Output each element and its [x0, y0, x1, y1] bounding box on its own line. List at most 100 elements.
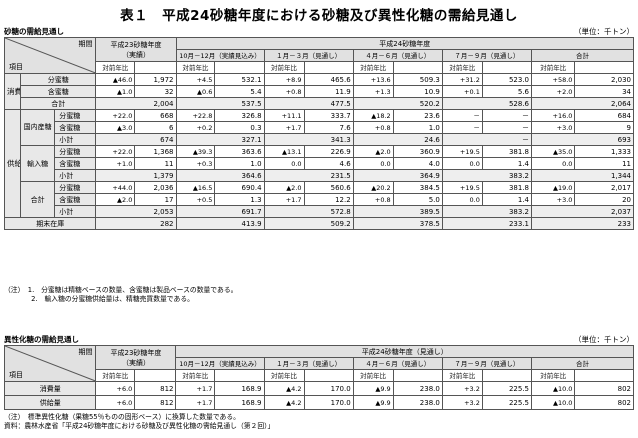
yoy-cell: － [441, 109, 483, 122]
value-cell: 11.9 [303, 85, 354, 98]
yoy-header: 対前年比 [95, 369, 136, 382]
sugar-row-cons-ganmitsu: 含蜜糖 ▲1.0 32 ▲0.6 5.4 +0.8 11.9 +1.3 10.9 +0.… [5, 85, 634, 98]
value-cell: 381.8 [481, 145, 533, 158]
yoy-cell: +58.0 [530, 73, 576, 86]
yoy-cell: +11.1 [263, 109, 305, 122]
value-cell: 381.8 [481, 181, 533, 194]
hfcs-item-label: 項目 [9, 371, 23, 379]
row-label: 分蜜糖 [54, 109, 97, 122]
sugar-row-tot-subtotal: 小計 2,053 691.7 572.8 389.5 383.2 2,037 [5, 205, 634, 218]
yoy-cell: +31.2 [441, 73, 483, 86]
value-cell: － [481, 109, 533, 122]
hfcs-source-note: 資料：農林水産省「平成24砂糖年度における砂糖及び異性化糖の需給見通し（第２回）… [4, 422, 275, 430]
yoy-cell: +0.8 [352, 193, 394, 206]
sugar-note-2: 2. 輸入糖の分蜜糖供給量は、精糖売買数量である。 [4, 295, 194, 303]
yoy-cell: +0.3 [175, 157, 216, 170]
yoy-cell: +3.2 [441, 395, 483, 410]
value-cell: 364.6 [175, 169, 265, 182]
yoy-header: 対前年比 [530, 61, 576, 74]
sugar-row-dom-ganmitsu: 含蜜糖 ▲3.0 6 +0.2 0.3 +1.7 7.6 +0.8 1.0 －－ +3.… [5, 121, 634, 134]
yoy-cell: ▲10.0 [531, 381, 576, 396]
value-cell: － [441, 133, 533, 146]
value-cell: 523.0 [481, 73, 533, 86]
yoy-header: 対前年比 [175, 61, 216, 74]
row-label: 消費量 [3, 381, 97, 396]
row-label: 分蜜糖 [19, 73, 97, 86]
value-cell: 231.5 [263, 169, 354, 182]
hfcs-row-consumption: 消費量 +6.0 812 +1.7 168.9 ▲4.2 170.0 ▲9.9 238.… [3, 381, 634, 396]
hfcs-q4-header: ７月－９月（見通し） [441, 357, 533, 370]
value-cell: 20 [574, 193, 634, 206]
yoy-cell: ▲10.0 [531, 395, 576, 410]
value-cell: 170.0 [303, 381, 354, 396]
yoy-cell: ▲35.0 [530, 145, 576, 158]
yoy-header: 対前年比 [263, 369, 305, 382]
supply-total-group-label: 合計 [19, 181, 56, 218]
value-cell: 4.6 [303, 157, 354, 170]
value-cell: 364.9 [352, 169, 443, 182]
value-cell: 1,379 [95, 169, 177, 182]
yoy-header: 対前年比 [441, 61, 483, 74]
yoy-cell: +1.7 [263, 193, 305, 206]
value-cell: 674 [95, 133, 177, 146]
value-cell: 2,037 [531, 205, 634, 218]
sugar-row-stock: 期末在庫 282 413.9 509.2 378.5 233.1 233 [3, 217, 634, 230]
value-cell: 9 [574, 121, 634, 134]
yoy-cell: +22.0 [95, 145, 136, 158]
yoy-cell: +22.0 [95, 109, 136, 122]
yoy-cell: +3.2 [441, 381, 483, 396]
value-cell: 684 [574, 109, 634, 122]
sugar-q2-header: １月－３月（見通し） [263, 49, 354, 62]
value-cell: 327.1 [175, 133, 265, 146]
yoy-cell: +8.9 [263, 73, 305, 86]
value-cell: 1.0 [214, 157, 265, 170]
value-cell: 5.4 [214, 85, 265, 98]
value-cell: 32 [134, 85, 177, 98]
value-cell: 802 [574, 395, 634, 410]
value-cell: 23.6 [392, 109, 443, 122]
sugar-corner-header: 期間 項目 [3, 37, 97, 74]
yoy-cell: ▲4.2 [263, 395, 305, 410]
yoy-cell: +16.0 [530, 109, 576, 122]
yoy-cell: +44.0 [95, 181, 136, 194]
value-cell: 10.9 [392, 85, 443, 98]
sugar-q3-header: ４月－６月（見通し） [352, 49, 443, 62]
value-cell: － [481, 121, 533, 134]
yoy-cell: ▲3.0 [95, 121, 136, 134]
value-cell: 341.3 [263, 133, 354, 146]
row-label: 小計 [54, 205, 97, 218]
domestic-group-label: 国内産糖 [19, 109, 56, 146]
hfcs-corner-header: 期間 項目 [3, 345, 97, 382]
sugar-fy23-sub: （実績） [122, 50, 150, 59]
value-cell: 17 [134, 193, 177, 206]
yoy-cell: ▲1.0 [95, 85, 136, 98]
row-label: 分蜜糖 [54, 145, 97, 158]
value-cell: 532.1 [214, 73, 265, 86]
value-cell: 238.0 [392, 395, 443, 410]
yoy-cell: 0.0 [530, 157, 576, 170]
yoy-cell: 0.0 [441, 193, 483, 206]
value-cell: 7.6 [303, 121, 354, 134]
yoy-cell: +0.8 [263, 85, 305, 98]
sugar-total-header: 合計 [531, 49, 634, 62]
value-cell: 170.0 [303, 395, 354, 410]
consumption-group-label: 消費量 [4, 73, 21, 110]
yoy-cell: +19.5 [441, 145, 483, 158]
yoy-cell: +6.0 [95, 381, 136, 396]
row-label: 小計 [54, 133, 97, 146]
value-cell: 333.7 [303, 109, 354, 122]
row-label: 含蜜糖 [54, 121, 97, 134]
sugar-note-1: （注） 1. 分蜜糖は精糖ベースの数量、含蜜糖は製品ベースの数量である。 [4, 286, 238, 294]
hfcs-header-row-2: 10月－12月（実績見込み） １月－３月（見通し） ４月－６月（見通し） ７月－… [5, 357, 634, 370]
value-cell: 509.3 [392, 73, 443, 86]
yoy-cell: ▲18.2 [352, 109, 394, 122]
value-cell: 528.6 [441, 97, 533, 110]
yoy-cell: ▲4.2 [263, 381, 305, 396]
value-cell: 812 [134, 395, 177, 410]
yoy-cell: ▲9.9 [352, 381, 394, 396]
yoy-cell: +0.1 [441, 85, 483, 98]
yoy-cell: ▲2.0 [263, 181, 305, 194]
hfcs-total-header: 合計 [531, 357, 634, 370]
